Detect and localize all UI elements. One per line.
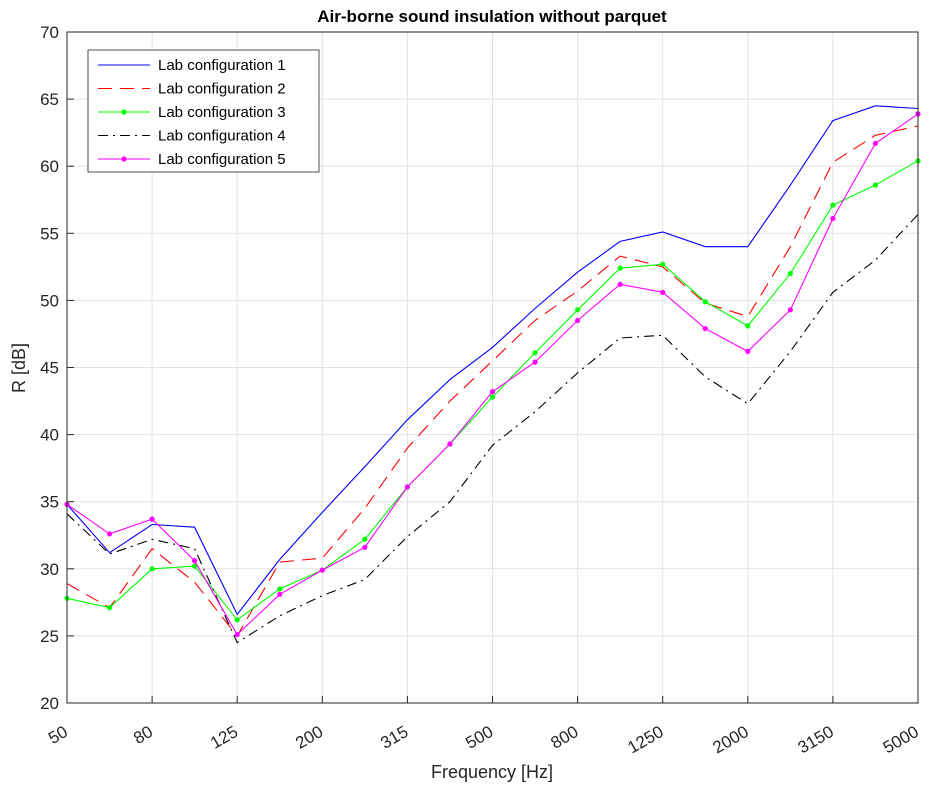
data-point [234,631,240,638]
data-point [362,544,368,550]
data-point [106,605,113,611]
x-tick-label: 5000 [880,722,922,757]
legend-marker [121,156,127,162]
x-axis: 50 80 125 200 315 500 800 1250 2000 3150 5000 [45,696,922,757]
data-point [106,531,113,537]
y-tick-label: 70 [40,23,59,42]
x-tick-label: 200 [292,722,326,753]
legend-marker [121,109,127,115]
data-point [404,484,410,490]
legend: Lab configuration 1 Lab configuration 2 La… [87,49,320,173]
x-tick-label: 80 [130,722,156,748]
x-tick-label: 800 [548,722,582,753]
x-tick-label: 1250 [624,722,666,757]
series-lines [64,105,921,644]
y-tick-label: 45 [40,359,59,378]
y-axis-label: R [dB] [9,343,29,393]
y-tick-label: 20 [40,694,59,713]
data-point [319,567,325,573]
series-line [66,125,919,637]
series-2 [66,125,919,637]
y-tick-label: 30 [40,560,59,579]
data-point [617,281,623,287]
legend-entry-label: Lab configuration 1 [158,57,286,74]
data-point [830,215,836,222]
series-5 [64,111,921,638]
data-point [575,307,581,313]
legend-entry-label: Lab configuration 2 [158,81,286,98]
y-axis: 20 25 30 35 40 45 50 55 60 65 70 [40,23,74,713]
data-point [702,299,708,305]
data-point [447,441,453,447]
legend-entry-label: Lab configuration 4 [158,128,286,145]
series-line [66,214,919,644]
data-point [277,586,283,592]
data-point [192,558,198,564]
series-4 [66,214,919,644]
x-tick-label: 3150 [795,722,837,757]
x-tick-label: 50 [45,722,71,748]
data-point [830,202,836,208]
x-tick-label: 315 [377,722,411,753]
data-point [787,270,793,277]
data-point [277,591,283,597]
y-tick-label: 25 [40,627,59,646]
y-tick-label: 35 [40,493,59,512]
data-point [234,617,240,623]
series-1 [66,105,919,616]
data-point [872,182,879,188]
data-point [872,140,879,146]
data-point [489,389,496,395]
data-point [745,323,751,329]
legend-entry-label: Lab configuration 3 [158,104,286,121]
x-tick-label: 500 [462,722,496,753]
data-point [745,348,751,354]
legend-entry-label: Lab configuration 5 [158,151,286,168]
data-point [532,350,538,356]
data-point [149,566,155,572]
data-point [702,325,708,332]
data-point [660,289,666,295]
y-tick-label: 65 [40,90,59,109]
series-line [66,105,919,616]
y-tick-label: 55 [40,224,59,243]
y-tick-label: 60 [40,157,59,176]
data-point [149,516,155,522]
data-point [617,265,623,271]
data-point [575,317,581,324]
chart-title: Air-borne sound insulation without parqu… [317,7,667,26]
legend-box [87,49,320,173]
data-point [192,563,198,569]
y-tick-label: 40 [40,426,59,445]
x-axis-label: Frequency [Hz] [431,762,553,782]
x-tick-label: 125 [207,722,241,753]
data-point [489,394,496,400]
data-point [787,307,793,313]
y-tick-label: 50 [40,291,59,310]
data-point [362,536,368,542]
data-point [660,261,666,267]
data-point [532,359,538,365]
x-tick-label: 2000 [710,722,752,757]
